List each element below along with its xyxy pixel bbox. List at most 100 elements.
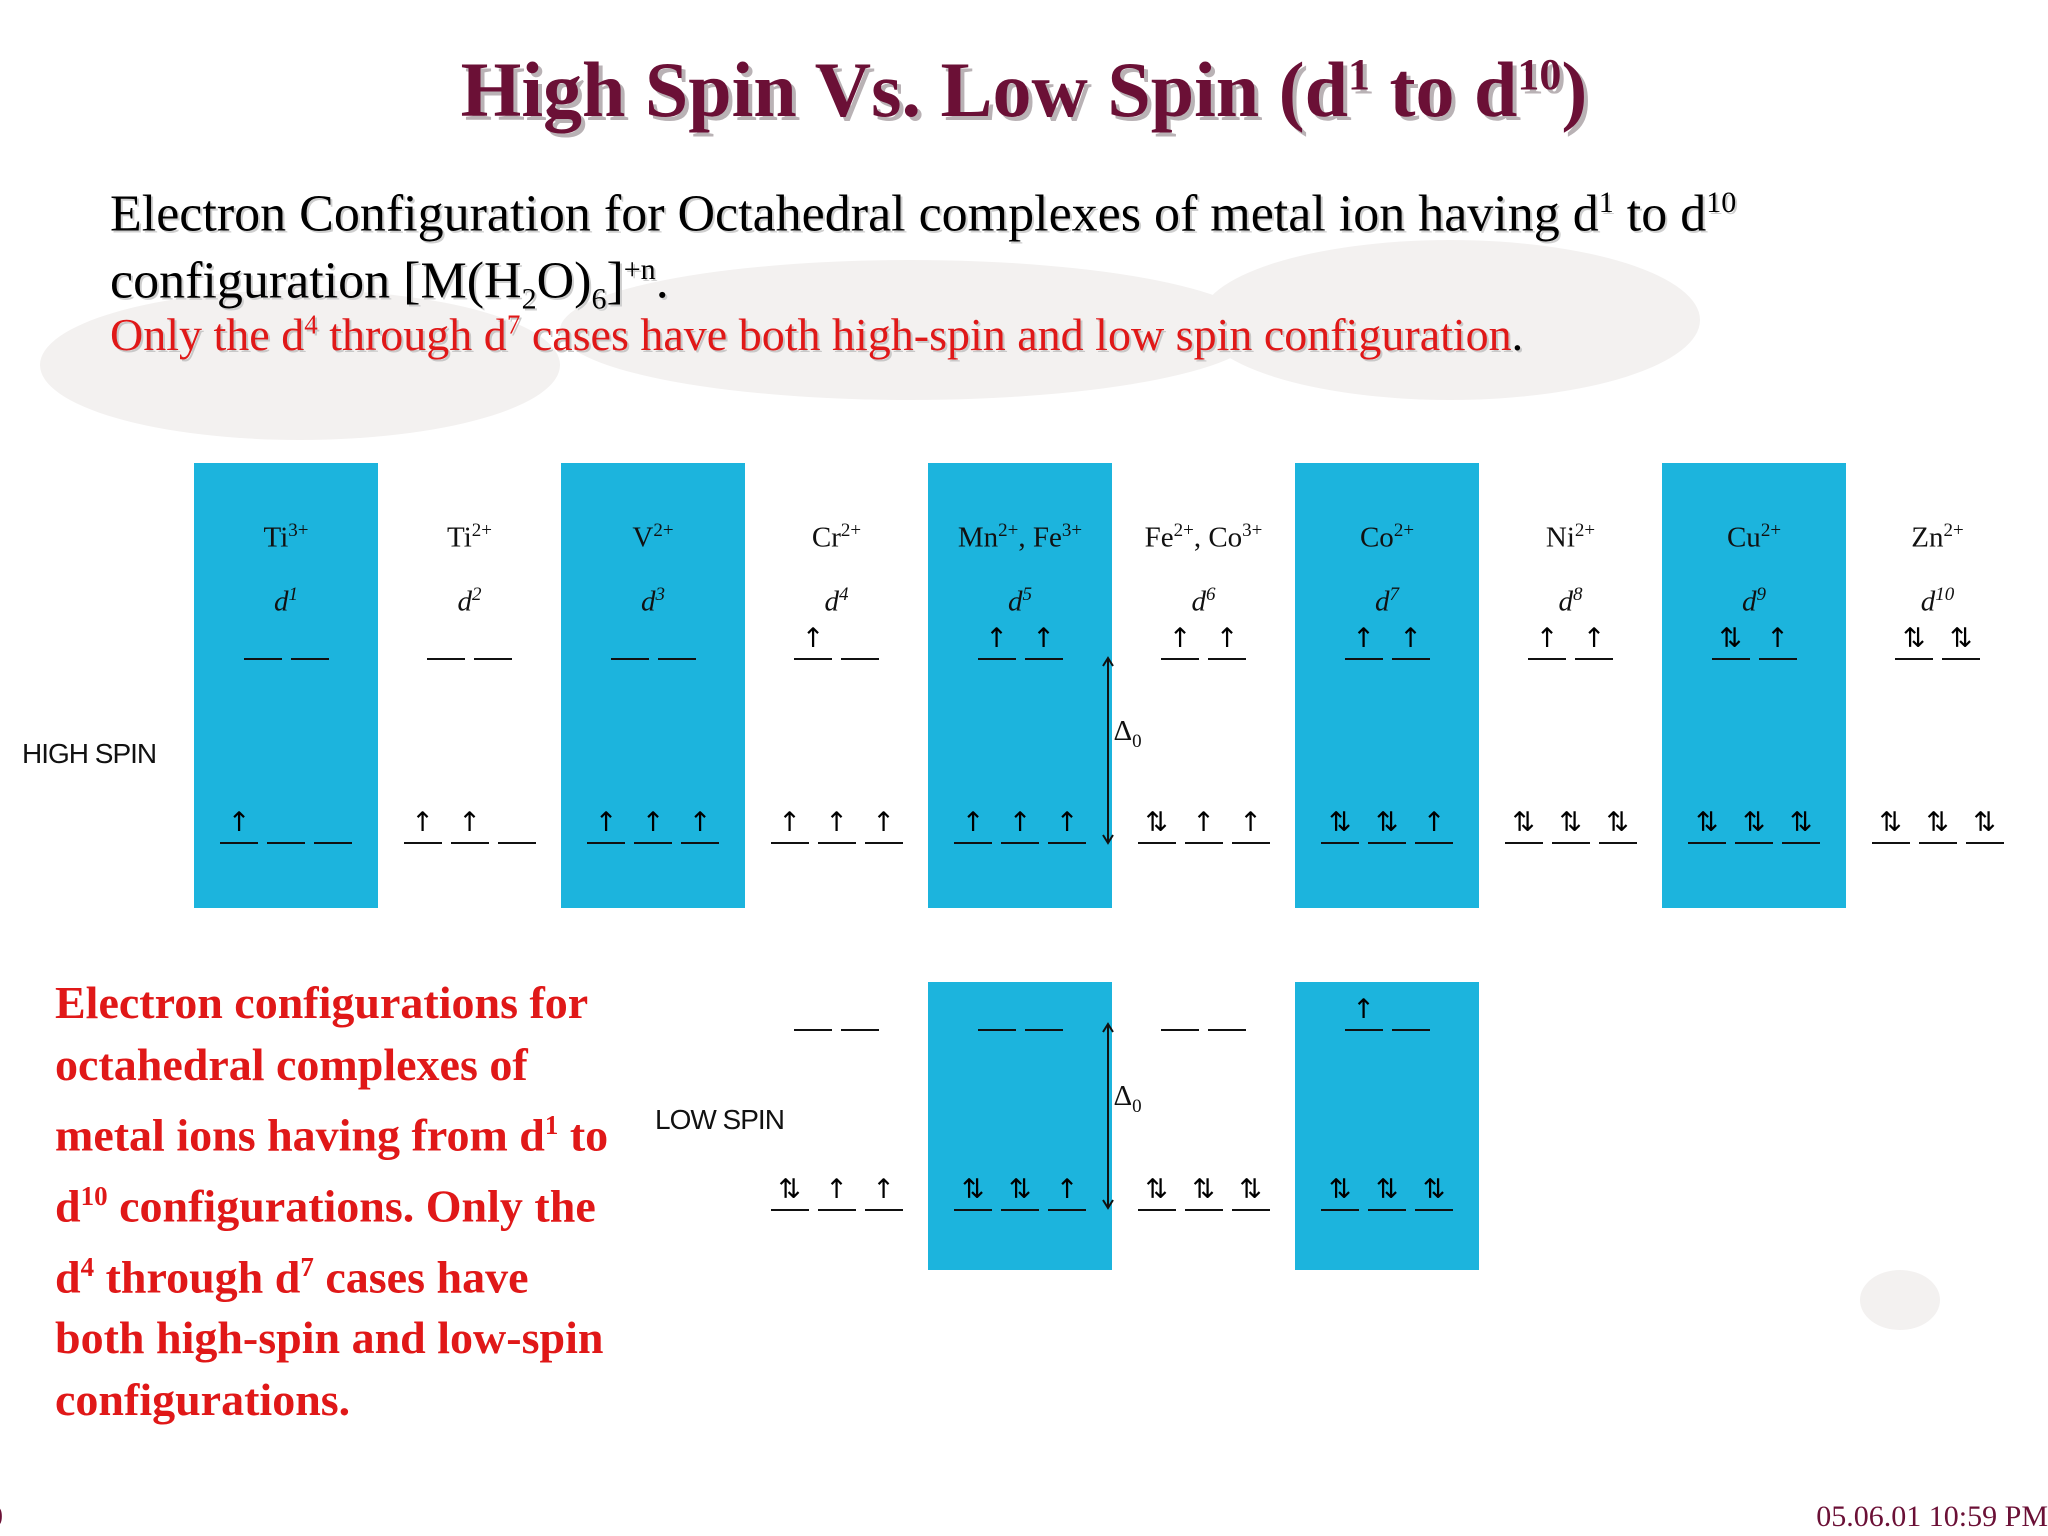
t2g-orbital: ↑ [1415,806,1453,844]
eg-orbital [657,622,696,660]
watermark-shape [560,260,1260,400]
low-spin-panel [1295,982,1479,1270]
t2g-orbital: ⇅ [1918,806,1957,844]
d-count: 5 [1022,584,1033,605]
d-config-label: d6 [1154,584,1254,619]
d-count: 2 [472,584,482,605]
high-spin-panel [1662,463,1846,908]
ion-charge: 3+ [1242,520,1263,541]
eg-orbital [474,622,512,660]
ion-label: Zn2+ [1838,520,2038,555]
ion-charge: 2+ [1943,520,1964,541]
t2g-orbital: ↑ [864,806,903,844]
ion-charge: 2+ [1760,520,1782,541]
d-letter: d [1920,585,1936,618]
d-letter: d [824,585,840,618]
low-spin-eg-orbital [1208,993,1246,1031]
t2g-orbital: ⇅ [1321,806,1359,844]
ion-charge: 2+ [998,520,1019,541]
delta-label: Δ0 [1114,715,1154,753]
eg-orbital: ⇅ [1895,622,1933,660]
low-spin-panel [928,982,1112,1270]
low-spin-eg-orbital [977,993,1016,1031]
d-letter: d [1191,585,1207,618]
d-config-label: d9 [1704,584,1804,619]
ion-label: Ti3+ [186,520,386,555]
d-letter: d [274,585,289,618]
delta-arrow-high [1101,656,1114,845]
eg-orbital: ↑ [1575,622,1613,660]
delta-subscript: 0 [1132,1095,1142,1117]
ion-symbol: Co [1208,521,1243,554]
eg-orbital [243,622,282,660]
low-spin-eg-orbital [1391,993,1430,1031]
ion-label: Ni2+ [1471,520,1671,555]
d-count: 4 [839,584,849,605]
delta-subscript: 0 [1132,730,1142,752]
eg-orbital: ↑ [1161,622,1199,660]
slide-title: High Spin Vs. Low Spin (d1 to d10) [460,46,1588,133]
t2g-orbital: ⇅ [1504,806,1543,844]
low-spin-t2g-orbital: ⇅ [1415,1173,1453,1211]
t2g-orbital [314,806,352,844]
t2g-orbital: ⇅ [1598,806,1637,844]
t2g-orbital [267,806,305,844]
low-spin-t2g-orbital: ⇅ [1137,1173,1176,1211]
ion-separator: , [1018,521,1033,554]
t2g-orbital: ↑ [1048,806,1086,844]
high-spin-panel [561,463,745,908]
eg-orbital: ↑ [1344,622,1383,660]
ion-charge: 2+ [471,520,492,541]
d-count: 6 [1206,584,1216,605]
d-count: 7 [1389,584,1400,605]
d-config-label: d4 [787,584,887,619]
ion-label: Fe2+, Co3+ [1104,520,1304,555]
high-spin-panel [928,463,1112,908]
timestamp: 05.06.01 10:59 PM [1816,1500,2048,1533]
eg-orbital: ⇅ [1942,622,1980,660]
t2g-orbital [497,806,536,844]
high-spin-label: HIGH SPIN [22,738,157,769]
low-spin-t2g-orbital: ⇅ [1231,1173,1270,1211]
eg-orbital [610,622,649,660]
low-spin-t2g-orbital: ⇅ [770,1173,809,1211]
d-letter: d [1558,585,1574,618]
eg-orbital: ↑ [1758,622,1797,660]
slide-subtitle: Electron Configuration for Octahedral co… [110,185,1737,317]
d-config-label: d3 [603,584,703,619]
t2g-orbital: ↑ [817,806,856,844]
d-config-label: d5 [970,584,1070,619]
ion-charge: 2+ [1393,520,1415,541]
watermark-shape [1200,240,1700,400]
delta-label: Δ0 [1114,1080,1154,1118]
d-config-label: d1 [236,584,336,619]
low-spin-t2g-orbital: ⇅ [1321,1173,1359,1211]
eg-orbital: ↑ [977,622,1016,660]
d-letter: d [641,585,656,618]
ion-charge: 2+ [1574,520,1596,541]
t2g-orbital: ⇅ [1137,806,1176,844]
delta-symbol: Δ [1113,714,1133,747]
t2g-orbital: ↑ [634,806,672,844]
ion-label: V2+ [553,520,753,555]
ion-separator: , [1193,521,1209,554]
low-spin-t2g-orbital: ⇅ [1001,1173,1039,1211]
ion-symbol: Cu [1726,521,1761,554]
low-spin-t2g-orbital: ↑ [1048,1173,1086,1211]
ion-symbol: Mn [957,521,999,554]
t2g-orbital: ↑ [220,806,258,844]
t2g-orbital: ↑ [587,806,625,844]
t2g-orbital: ⇅ [1782,806,1820,844]
d-letter: d [1375,585,1390,618]
explanation-text: Electron configurations for octahedral c… [55,977,609,1425]
t2g-orbital: ⇅ [1735,806,1773,844]
d-letter: d [457,585,473,618]
eg-orbital: ↑ [1024,622,1063,660]
d-count: 3 [655,584,666,605]
ion-symbol: V [632,521,654,554]
t2g-orbital: ↑ [681,806,719,844]
ion-symbol: Ti [447,521,472,554]
low-spin-t2g-orbital: ⇅ [954,1173,992,1211]
spin-note: Only the d4 through d7 cases have both h… [110,309,1524,360]
t2g-orbital: ↑ [1001,806,1039,844]
